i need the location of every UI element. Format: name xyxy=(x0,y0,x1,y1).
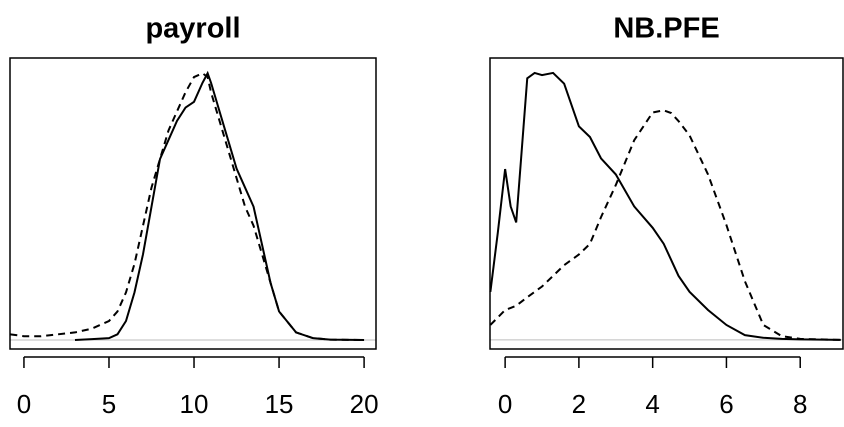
x-tick-label: 6 xyxy=(719,389,733,419)
chart-title: payroll xyxy=(145,13,240,45)
x-tick-label: 20 xyxy=(350,389,379,419)
x-tick-label: 8 xyxy=(793,389,807,419)
density-line xyxy=(74,70,365,342)
x-tick-label: 4 xyxy=(645,389,659,419)
density-line xyxy=(10,72,365,342)
x-tick-label: 2 xyxy=(572,389,586,419)
density-line xyxy=(489,109,841,341)
x-tick-label: 0 xyxy=(17,389,31,419)
x-tick-label: 15 xyxy=(265,389,294,419)
x-tick-label: 0 xyxy=(498,389,512,419)
chart-title: NB.PFE xyxy=(613,13,719,45)
x-tick-label: 10 xyxy=(180,389,209,419)
plot-box xyxy=(489,57,844,350)
density-line xyxy=(489,71,841,341)
plot-box xyxy=(9,57,377,350)
x-tick-label: 5 xyxy=(102,389,116,419)
